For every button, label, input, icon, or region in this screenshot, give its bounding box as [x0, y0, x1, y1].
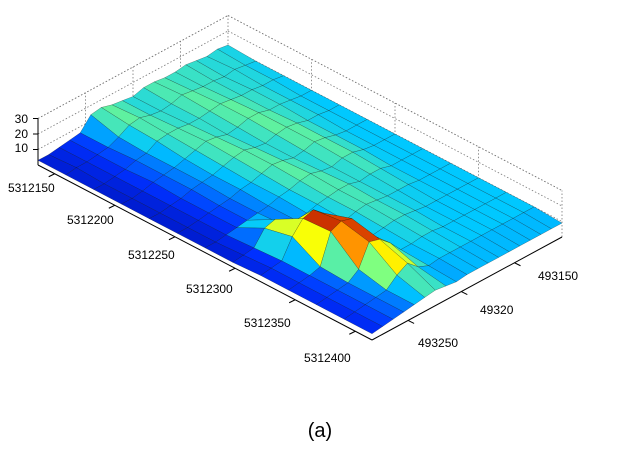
grid-line: [37, 15, 229, 119]
z-tick-label: 10: [15, 141, 29, 155]
grid-line: [37, 46, 229, 150]
y-tick-label: 5312300: [186, 282, 233, 296]
z-tick-label: 20: [15, 127, 29, 141]
z-tick-label: 30: [15, 112, 29, 126]
tick-mark: [349, 330, 356, 335]
axis-ticks: [33, 118, 521, 335]
tick-mark: [288, 299, 296, 304]
y-tick-label: 5312250: [128, 248, 175, 262]
tick-mark: [407, 319, 415, 324]
x-tick-label: 493150: [538, 269, 578, 283]
tick-mark: [514, 262, 521, 267]
y-tick-label: 5312350: [244, 316, 291, 330]
tick-mark: [461, 291, 468, 296]
tick-mark: [168, 236, 176, 241]
tick-mark: [108, 204, 116, 209]
surface-mesh: [37, 44, 563, 335]
x-axis-line: [371, 236, 563, 341]
y-axis-line: [37, 164, 373, 341]
x-tick-label: 493250: [418, 336, 458, 350]
x-tick-label: 49320: [480, 303, 514, 317]
y-tick-label: 5312200: [67, 213, 114, 227]
tick-mark: [48, 173, 55, 178]
tick-mark: [228, 267, 236, 272]
y-tick-label: 5312400: [304, 351, 351, 365]
figure-caption: (a): [307, 420, 333, 442]
surface-patch: [343, 311, 383, 335]
grid-line: [37, 30, 229, 135]
y-tick-label: 5312150: [8, 181, 55, 195]
